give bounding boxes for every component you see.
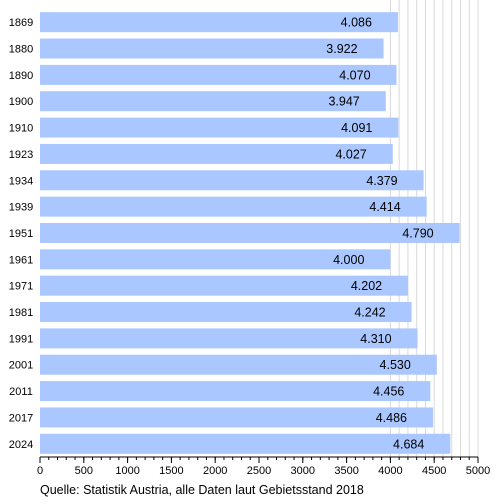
value-label-1971: 4.202 bbox=[351, 279, 382, 293]
bar-2017 bbox=[40, 407, 433, 428]
category-label-1900: 1900 bbox=[9, 96, 33, 108]
x-tick-label-0: 0 bbox=[37, 465, 43, 477]
x-tick-label-3000: 3000 bbox=[291, 465, 315, 477]
x-tick-label-2000: 2000 bbox=[203, 465, 227, 477]
category-label-1934: 1934 bbox=[9, 175, 33, 187]
category-label-1890: 1890 bbox=[9, 70, 33, 82]
bar-1869 bbox=[40, 12, 398, 33]
source-note: Quelle: Statistik Austria, alle Daten la… bbox=[40, 483, 364, 497]
x-axis: 0 500 1000 1500 2000 2500 3000 3500 4000 4500 5000 bbox=[37, 456, 490, 477]
value-label-1869: 4.086 bbox=[341, 16, 372, 30]
value-label-1923: 4.027 bbox=[335, 147, 366, 161]
bar-2011 bbox=[40, 381, 431, 402]
bar-1900 bbox=[40, 91, 386, 112]
value-label-2011: 4.456 bbox=[373, 385, 404, 399]
value-label-1890: 4.070 bbox=[339, 68, 370, 82]
value-label-1981: 4.242 bbox=[354, 306, 385, 320]
category-label-1961: 1961 bbox=[9, 254, 33, 266]
bar-1971 bbox=[40, 275, 409, 296]
category-label-1939: 1939 bbox=[9, 202, 33, 214]
bar-1991 bbox=[40, 328, 418, 349]
x-tick-label-1500: 1500 bbox=[159, 465, 183, 477]
category-label-1981: 1981 bbox=[9, 307, 33, 319]
x-tick-label-1000: 1000 bbox=[115, 465, 139, 477]
value-label-1910: 4.091 bbox=[341, 121, 372, 135]
bar-1951 bbox=[40, 222, 460, 243]
category-label-2011: 2011 bbox=[9, 386, 33, 398]
value-label-1900: 3.947 bbox=[328, 95, 359, 109]
x-tick-label-5000: 5000 bbox=[466, 465, 490, 477]
bars bbox=[40, 12, 460, 454]
bar-1934 bbox=[40, 170, 424, 191]
bar-1939 bbox=[40, 196, 427, 217]
category-label-1971: 1971 bbox=[9, 281, 33, 293]
x-tick-label-2500: 2500 bbox=[247, 465, 271, 477]
category-label-1951: 1951 bbox=[9, 228, 33, 240]
category-label-2001: 2001 bbox=[9, 360, 33, 372]
x-tick-label-3500: 3500 bbox=[334, 465, 358, 477]
category-label-1910: 1910 bbox=[9, 123, 33, 135]
category-label-1880: 1880 bbox=[9, 44, 33, 56]
value-label-1991: 4.310 bbox=[360, 332, 391, 346]
bar-2001 bbox=[40, 354, 437, 375]
category-label-1991: 1991 bbox=[9, 333, 33, 345]
category-label-1923: 1923 bbox=[9, 149, 33, 161]
value-label-1880: 3.922 bbox=[326, 42, 357, 56]
category-label-1869: 1869 bbox=[9, 17, 33, 29]
bar-1961 bbox=[40, 249, 391, 270]
bar-1923 bbox=[40, 143, 393, 164]
bar-1890 bbox=[40, 64, 397, 85]
bar-1910 bbox=[40, 117, 399, 138]
value-label-1939: 4.414 bbox=[369, 200, 400, 214]
value-label-2001: 4.530 bbox=[380, 358, 411, 372]
value-label-1961: 4.000 bbox=[333, 253, 364, 267]
category-label-2024: 2024 bbox=[9, 439, 33, 451]
value-label-1934: 4.379 bbox=[366, 174, 397, 188]
bar-2024 bbox=[40, 433, 451, 454]
value-label-2024: 4.684 bbox=[393, 437, 424, 451]
category-labels: 1869 1880 1890 1900 1910 1923 1934 1939 1951 1961… bbox=[9, 17, 33, 451]
bar-1880 bbox=[40, 38, 384, 59]
value-label-2017: 4.486 bbox=[376, 411, 407, 425]
x-tick-label-4000: 4000 bbox=[378, 465, 402, 477]
x-tick-label-500: 500 bbox=[75, 465, 93, 477]
bar-1981 bbox=[40, 302, 412, 323]
x-tick-label-4500: 4500 bbox=[422, 465, 446, 477]
category-label-2017: 2017 bbox=[9, 412, 33, 424]
value-label-1951: 4.790 bbox=[402, 226, 433, 240]
